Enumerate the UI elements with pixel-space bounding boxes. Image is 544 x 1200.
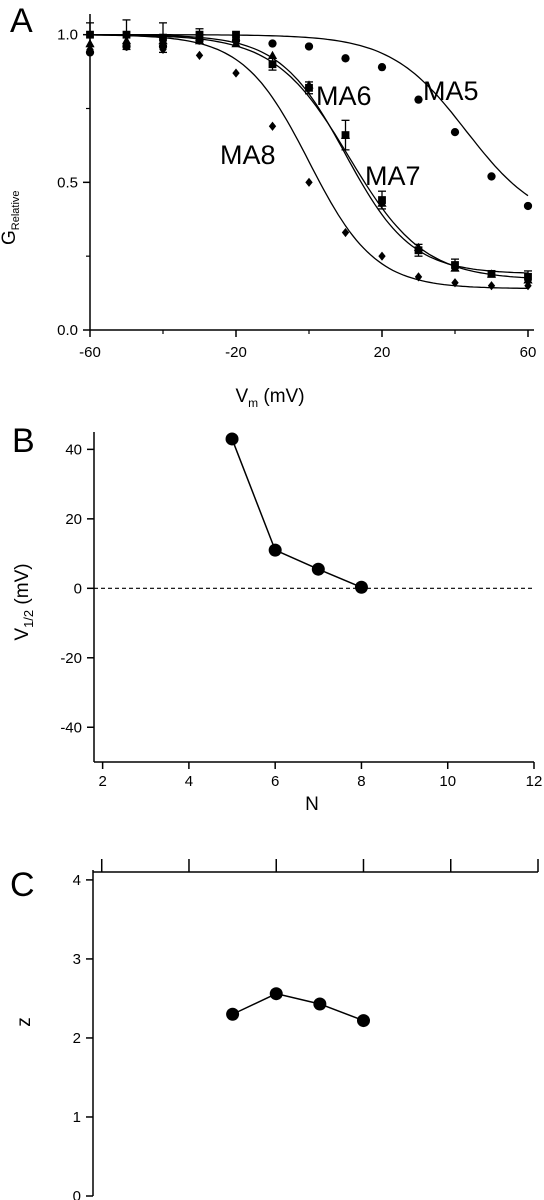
panel-b-x-tick-label: 8 bbox=[357, 773, 365, 790]
panel-a-data-points bbox=[85, 19, 533, 291]
panel-b-y-axis-title: V1/2 (mV) bbox=[12, 563, 36, 640]
data-point-ma8 bbox=[195, 50, 204, 60]
data-point-ma7 bbox=[451, 261, 459, 269]
panel-b-data-point bbox=[311, 562, 325, 576]
panel-b-y-tick-label: 20 bbox=[65, 511, 82, 528]
data-point-ma5 bbox=[450, 127, 460, 137]
panel-c-axes: 0 1 2 3 4 bbox=[73, 859, 539, 1200]
panel-a-y-tick-label: 0.5 bbox=[57, 174, 78, 191]
data-point-ma8 bbox=[305, 177, 313, 187]
data-point-ma8 bbox=[86, 44, 94, 55]
data-point-ma7 bbox=[232, 30, 240, 39]
panel-b-y-tick-label: -40 bbox=[60, 719, 82, 736]
panel-c-data-point bbox=[226, 1007, 240, 1021]
data-point-ma5 bbox=[523, 201, 533, 211]
data-point-ma5 bbox=[268, 39, 277, 48]
fit-curve-ma8 bbox=[90, 34, 528, 289]
data-point-ma7 bbox=[305, 83, 313, 92]
panel-c-y-tick-label: 2 bbox=[73, 1030, 81, 1047]
panel-c-data-point bbox=[269, 987, 283, 1001]
data-point-ma5 bbox=[414, 95, 423, 104]
data-point-ma5 bbox=[377, 63, 387, 72]
panel-b-y-tick-label: -20 bbox=[60, 650, 82, 667]
data-point-ma8 bbox=[378, 251, 386, 261]
data-point-ma8 bbox=[524, 281, 532, 291]
series-label-ma5: MA5 bbox=[423, 76, 479, 106]
panel-b-y-tick-label: 40 bbox=[65, 441, 82, 458]
panel-b-data bbox=[225, 432, 368, 594]
panel-a-axes: -60 -20 20 60 0.0 0.5 1.0 bbox=[57, 14, 536, 361]
panel-c-y-tick-label: 3 bbox=[73, 951, 81, 968]
panel-b-data-point bbox=[354, 580, 368, 594]
data-point-ma7 bbox=[268, 60, 277, 69]
data-point-ma8 bbox=[122, 41, 131, 52]
series-label-ma8: MA8 bbox=[220, 140, 276, 170]
panel-b-y-tick-label: 0 bbox=[74, 580, 82, 597]
panel-c-letter: C bbox=[10, 866, 35, 904]
panel-b-data-point bbox=[225, 432, 239, 446]
panel-b-x-axis-title: N bbox=[305, 794, 319, 815]
data-point-ma8 bbox=[268, 121, 277, 131]
panel-b-x-tick-label: 4 bbox=[185, 773, 193, 790]
panel-a-y-axis-title: GRelative bbox=[0, 190, 22, 245]
data-point-ma7 bbox=[86, 30, 94, 39]
panel-a-fit-curves bbox=[90, 34, 529, 289]
data-point-ma5 bbox=[341, 54, 350, 63]
data-point-ma7 bbox=[341, 131, 350, 139]
data-point-ma7 bbox=[487, 269, 496, 278]
fit-curve-ma5 bbox=[90, 34, 529, 197]
panel-b-x-tick-label: 12 bbox=[526, 773, 543, 790]
panel-c-y-tick-label: 0 bbox=[73, 1188, 81, 1200]
panel-c-data bbox=[226, 987, 370, 1028]
data-point-ma6 bbox=[267, 50, 278, 60]
panel-c-data-point bbox=[356, 1014, 370, 1028]
panel-a: A -60 -20 20 60 0.0 0.5 1.0 MA5 MA6 MA7 MA8 GRela… bbox=[0, 2, 536, 410]
panel-a-x-tick-label: 20 bbox=[374, 344, 391, 361]
data-point-ma5 bbox=[487, 172, 496, 181]
panel-c-y-axis-title: z bbox=[14, 1017, 35, 1027]
panel-c-y-tick-label: 1 bbox=[73, 1109, 81, 1126]
panel-a-x-axis-title: Vm (mV) bbox=[235, 386, 304, 410]
panel-a-letter: A bbox=[10, 2, 33, 40]
data-point-ma5 bbox=[304, 42, 314, 51]
panel-b-letter: B bbox=[12, 422, 35, 460]
panel-b-x-tick-label: 6 bbox=[271, 773, 279, 790]
data-point-ma7 bbox=[122, 30, 131, 39]
data-point-ma8 bbox=[451, 278, 459, 288]
panel-a-y-tick-label: 1.0 bbox=[57, 27, 78, 44]
panel-a-y-tick-label: 0.0 bbox=[57, 322, 78, 339]
panel-b-x-tick-label: 2 bbox=[98, 773, 106, 790]
data-point-ma8 bbox=[232, 68, 240, 78]
series-label-ma7: MA7 bbox=[365, 161, 421, 191]
data-point-ma6 bbox=[231, 38, 241, 48]
data-point-ma8 bbox=[159, 44, 167, 55]
data-point-ma7 bbox=[414, 246, 423, 255]
panel-a-x-tick-label: -20 bbox=[225, 344, 247, 361]
panel-a-x-tick-label: 60 bbox=[520, 344, 537, 361]
panel-b-x-tick-label: 10 bbox=[439, 773, 456, 790]
data-point-ma8 bbox=[341, 227, 350, 238]
panel-a-series-labels: MA5 MA6 MA7 MA8 bbox=[220, 76, 479, 191]
fit-curve-ma7 bbox=[90, 34, 529, 274]
data-point-ma8 bbox=[414, 272, 423, 282]
data-point-ma7 bbox=[195, 30, 204, 39]
data-point-ma8 bbox=[487, 281, 496, 291]
data-point-ma7 bbox=[159, 33, 167, 42]
panel-c-y-tick-label: 4 bbox=[73, 872, 81, 889]
panel-b: B 2 4 6 8 10 12 -40 -20 0 20 40 V1/2 (mV) N bbox=[12, 422, 542, 815]
panel-c: C 0 1 2 3 4 z bbox=[10, 859, 539, 1200]
series-label-ma6: MA6 bbox=[316, 81, 372, 111]
panel-c-data-point bbox=[313, 997, 327, 1011]
panel-b-data-point bbox=[268, 543, 282, 557]
panel-b-axes: 2 4 6 8 10 12 -40 -20 0 20 40 bbox=[60, 432, 542, 790]
panel-a-x-tick-label: -60 bbox=[79, 344, 101, 361]
data-point-ma7 bbox=[378, 196, 386, 204]
data-point-ma7 bbox=[524, 272, 532, 281]
panel-c-series-line bbox=[232, 992, 364, 1022]
panel-b-series-line bbox=[231, 438, 362, 588]
fit-curve-ma6 bbox=[90, 34, 529, 279]
